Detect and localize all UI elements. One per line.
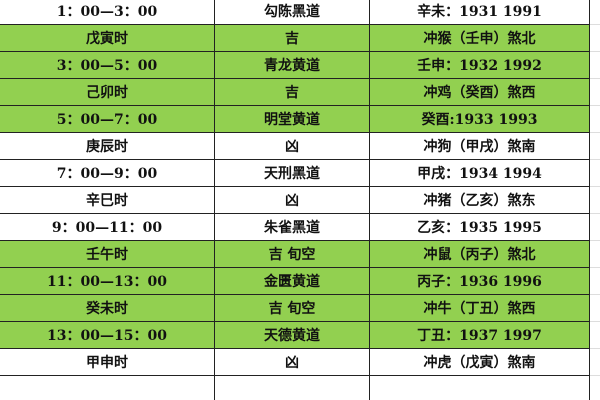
table-cell: 金匮黄道 xyxy=(215,268,370,295)
table-cell: 戊寅时 xyxy=(0,25,215,52)
table-cell: 己卯时 xyxy=(0,79,215,106)
table-cell: 辛巳时 xyxy=(0,187,215,214)
grid-cell xyxy=(590,349,600,376)
grid-cell xyxy=(590,295,600,322)
grid-cell xyxy=(590,106,600,133)
table-cell: 吉 旬空 xyxy=(215,241,370,268)
table-cell: 1：00—3：00 xyxy=(0,0,215,25)
table-cell: 丁丑：1937 1997 xyxy=(370,322,590,349)
table-cell: 丙子：1936 1996 xyxy=(370,268,590,295)
grid-cell xyxy=(590,160,600,187)
grid-cell xyxy=(590,241,600,268)
table-cell: 冲猴（壬申）煞北 xyxy=(370,25,590,52)
grid-cell xyxy=(590,52,600,79)
table-cell: 癸酉:1933 1993 xyxy=(370,106,590,133)
table-cell: 9：00—11：00 xyxy=(0,214,215,241)
table-cell: 壬申：1932 1992 xyxy=(370,52,590,79)
table-cell xyxy=(370,376,590,400)
grid-cell xyxy=(590,376,600,400)
table-cell: 癸未时 xyxy=(0,295,215,322)
grid-cell xyxy=(590,0,600,25)
grid-cell xyxy=(590,187,600,214)
table-cell: 3：00—5：00 xyxy=(0,52,215,79)
table-cell: 吉 xyxy=(215,25,370,52)
table-cell: 5：00—7：00 xyxy=(0,106,215,133)
table-cell: 冲狗（甲戌）煞南 xyxy=(370,133,590,160)
table-cell: 冲鸡（癸酉）煞西 xyxy=(370,79,590,106)
table-cell xyxy=(215,376,370,400)
table-cell: 11：00—13：00 xyxy=(0,268,215,295)
table-cell xyxy=(0,376,215,400)
table-cell: 庚辰时 xyxy=(0,133,215,160)
grid-cell xyxy=(590,133,600,160)
table-cell: 勾陈黑道 xyxy=(215,0,370,25)
table-cell: 7：00—9：00 xyxy=(0,160,215,187)
grid-cell xyxy=(590,214,600,241)
table-cell: 13：00—15：00 xyxy=(0,322,215,349)
table-cell: 冲虎（戊寅）煞南 xyxy=(370,349,590,376)
table-cell: 天德黄道 xyxy=(215,322,370,349)
table-cell: 甲戌：1934 1994 xyxy=(370,160,590,187)
table-cell: 明堂黄道 xyxy=(215,106,370,133)
table-cell: 凶 xyxy=(215,133,370,160)
grid-cell xyxy=(590,268,600,295)
table-cell: 青龙黄道 xyxy=(215,52,370,79)
table-cell: 乙亥：1935 1995 xyxy=(370,214,590,241)
table-cell: 凶 xyxy=(215,349,370,376)
grid-cell xyxy=(590,322,600,349)
table-cell: 天刑黑道 xyxy=(215,160,370,187)
table-cell: 壬午时 xyxy=(0,241,215,268)
table-cell: 吉 xyxy=(215,79,370,106)
grid-cell xyxy=(590,25,600,52)
table-cell: 冲鼠（丙子）煞北 xyxy=(370,241,590,268)
table-cell: 冲猪（乙亥）煞东 xyxy=(370,187,590,214)
grid-cell xyxy=(590,79,600,106)
table-cell: 凶 xyxy=(215,187,370,214)
table-cell: 辛未：1931 1991 xyxy=(370,0,590,25)
table-cell: 吉 旬空 xyxy=(215,295,370,322)
table-cell: 冲牛（丁丑）煞西 xyxy=(370,295,590,322)
table-cell: 甲申时 xyxy=(0,349,215,376)
table-cell: 朱雀黑道 xyxy=(215,214,370,241)
